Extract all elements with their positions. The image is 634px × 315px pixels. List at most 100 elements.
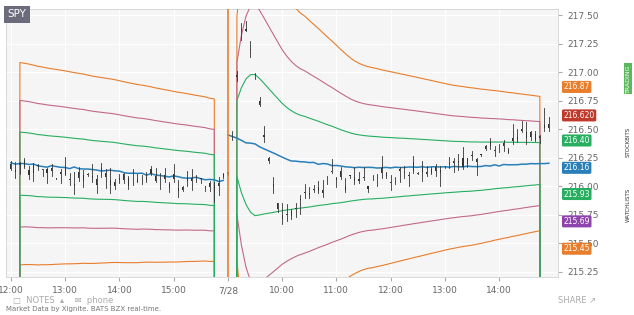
Bar: [318, 187, 319, 191]
Bar: [78, 172, 79, 178]
Bar: [173, 174, 174, 179]
Bar: [494, 150, 495, 151]
Bar: [29, 169, 30, 175]
Text: 216.16: 216.16: [564, 163, 590, 172]
Bar: [250, 49, 251, 50]
Bar: [413, 162, 414, 171]
Bar: [467, 158, 468, 164]
Bar: [430, 169, 432, 173]
Text: Market Data by Xignite. BATS BZX real-time.: Market Data by Xignite. BATS BZX real-ti…: [6, 306, 162, 312]
Bar: [46, 169, 48, 173]
Bar: [268, 158, 269, 161]
Bar: [186, 179, 188, 181]
Bar: [218, 183, 219, 186]
Bar: [209, 184, 210, 187]
Bar: [24, 161, 25, 167]
Bar: [462, 158, 463, 167]
Bar: [281, 215, 283, 219]
Bar: [178, 188, 179, 191]
Bar: [503, 143, 504, 146]
Bar: [426, 172, 427, 174]
Bar: [146, 177, 147, 180]
Bar: [322, 190, 323, 193]
Bar: [309, 192, 310, 195]
Text: SHARE ↗: SHARE ↗: [558, 296, 596, 305]
Text: 216.87: 216.87: [564, 83, 590, 91]
Bar: [277, 203, 278, 209]
Bar: [105, 173, 107, 177]
Bar: [119, 178, 120, 180]
Bar: [223, 174, 224, 177]
Bar: [191, 178, 192, 181]
Bar: [245, 30, 247, 31]
Bar: [182, 187, 183, 190]
Bar: [548, 124, 550, 129]
Bar: [101, 168, 102, 171]
Bar: [74, 184, 75, 186]
Bar: [169, 184, 170, 188]
Bar: [214, 185, 215, 192]
Text: 216.620: 216.620: [564, 111, 595, 120]
Bar: [304, 192, 306, 193]
Bar: [363, 177, 364, 178]
Bar: [534, 134, 536, 140]
Bar: [164, 175, 165, 179]
Text: 215.45: 215.45: [564, 244, 590, 253]
Bar: [15, 170, 16, 173]
Bar: [544, 125, 545, 128]
Bar: [526, 132, 527, 138]
Bar: [155, 176, 156, 181]
Bar: [340, 171, 342, 177]
Bar: [349, 175, 351, 176]
Bar: [345, 186, 346, 190]
Bar: [422, 166, 423, 172]
Bar: [65, 166, 66, 175]
Bar: [485, 146, 486, 149]
Bar: [476, 159, 477, 162]
Bar: [286, 214, 287, 215]
Bar: [232, 134, 233, 135]
Text: WATCHLISTS: WATCHLISTS: [626, 188, 631, 222]
Text: □  NOTES  ▴    ✉  phone: □ NOTES ▴ ✉ phone: [13, 296, 113, 305]
Bar: [295, 208, 296, 209]
Bar: [110, 180, 111, 185]
Bar: [92, 176, 93, 178]
Bar: [82, 175, 84, 181]
Text: TRADING: TRADING: [626, 65, 631, 93]
Bar: [51, 168, 52, 171]
Bar: [37, 165, 39, 166]
Bar: [241, 30, 242, 31]
Bar: [385, 173, 387, 176]
Bar: [417, 173, 418, 174]
Bar: [290, 211, 292, 216]
Bar: [381, 168, 382, 174]
Bar: [69, 179, 70, 180]
Bar: [200, 178, 202, 180]
Bar: [33, 165, 34, 173]
Text: 216.40: 216.40: [564, 136, 590, 145]
Text: STOCKBITS: STOCKBITS: [626, 127, 631, 157]
Bar: [150, 169, 152, 175]
Bar: [259, 101, 260, 106]
Bar: [128, 178, 129, 186]
Bar: [96, 179, 98, 185]
Bar: [517, 137, 518, 140]
Bar: [390, 182, 391, 183]
Bar: [440, 170, 441, 173]
Bar: [205, 186, 206, 187]
Text: SPY: SPY: [8, 9, 27, 20]
Bar: [530, 132, 531, 137]
Bar: [313, 189, 314, 191]
Bar: [354, 177, 355, 181]
Bar: [137, 179, 138, 182]
Bar: [521, 129, 522, 130]
Bar: [336, 178, 337, 180]
Bar: [453, 161, 455, 163]
Bar: [273, 184, 274, 187]
Bar: [10, 164, 11, 169]
Bar: [358, 180, 359, 181]
Text: 215.93: 215.93: [564, 190, 590, 198]
Bar: [236, 75, 238, 77]
Bar: [399, 169, 400, 170]
Bar: [60, 172, 61, 175]
